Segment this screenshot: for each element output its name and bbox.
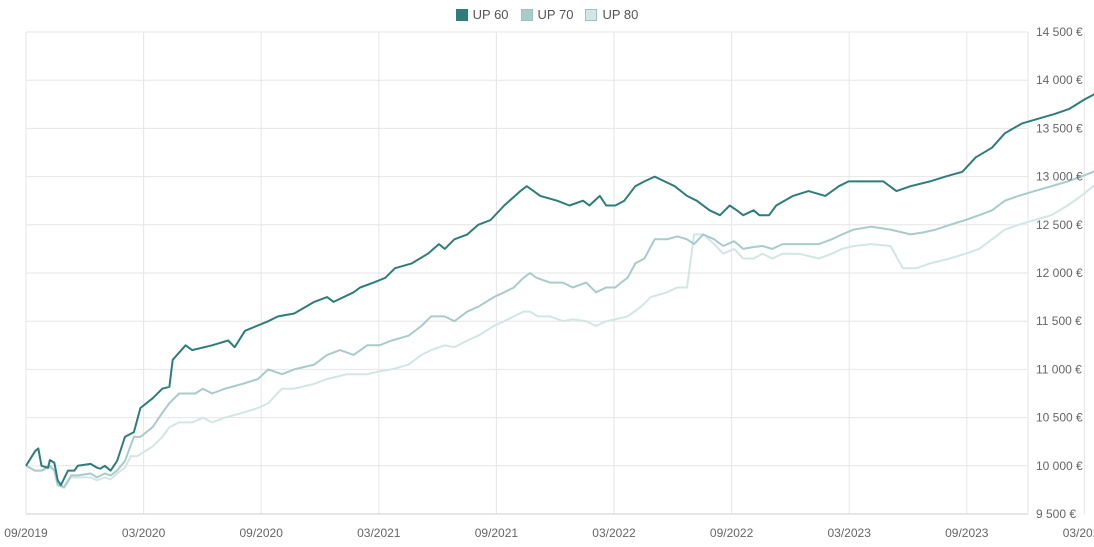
legend-item-up80[interactable]: UP 80 [585,7,638,22]
legend-label-up60: UP 60 [472,7,509,22]
y-tick-label: 9 500 € [1036,507,1076,521]
y-axis-ticks: 14 500 € 14 000 € 13 500 € 13 000 € 12 500 €… [1036,25,1083,521]
y-tick-label: 13 000 € [1036,170,1083,184]
x-tick-label: 09/2020 [240,526,284,540]
y-tick-label: 12 500 € [1036,218,1083,232]
x-tick-label: 03/2022 [592,526,636,540]
legend-item-up60[interactable]: UP 60 [455,7,509,22]
x-tick-label: 09/2019 [4,526,48,540]
y-tick-label: 11 000 € [1036,362,1082,376]
grid [25,31,1085,515]
y-tick-label: 10 500 € [1036,411,1083,425]
legend-swatch-up60 [455,8,468,21]
legend-swatch-up80 [585,8,598,21]
y-tick-label: 14 500 € [1036,25,1083,39]
y-tick-label: 11 500 € [1036,314,1082,328]
series-line-up80 [25,184,1094,489]
series-lines [25,93,1094,489]
legend-swatch-up70 [520,8,533,21]
x-tick-label: 09/2023 [945,526,989,540]
y-tick-label: 14 000 € [1036,73,1083,87]
x-axis-ticks: 09/2019 03/2020 09/2020 03/2021 09/2021 03/20… [4,526,1094,540]
x-tick-label: 03/2020 [122,526,166,540]
legend-item-up70[interactable]: UP 70 [520,7,574,22]
y-tick-label: 12 000 € [1036,266,1083,280]
x-tick-label: 09/2022 [710,526,754,540]
y-tick-label: 10 000 € [1036,459,1083,473]
x-tick-label: 03/2024 [1063,526,1094,540]
series-line-up70 [25,170,1094,488]
legend-label-up80: UP 80 [602,7,639,22]
legend-label-up70: UP 70 [537,7,574,22]
x-tick-label: 09/2021 [475,526,519,540]
y-tick-label: 13 500 € [1036,121,1083,135]
x-tick-label: 03/2021 [357,526,401,540]
legend: UP 60 UP 70 UP 80 [0,7,1094,22]
x-tick-label: 03/2023 [828,526,872,540]
series-line-up60 [25,93,1094,487]
